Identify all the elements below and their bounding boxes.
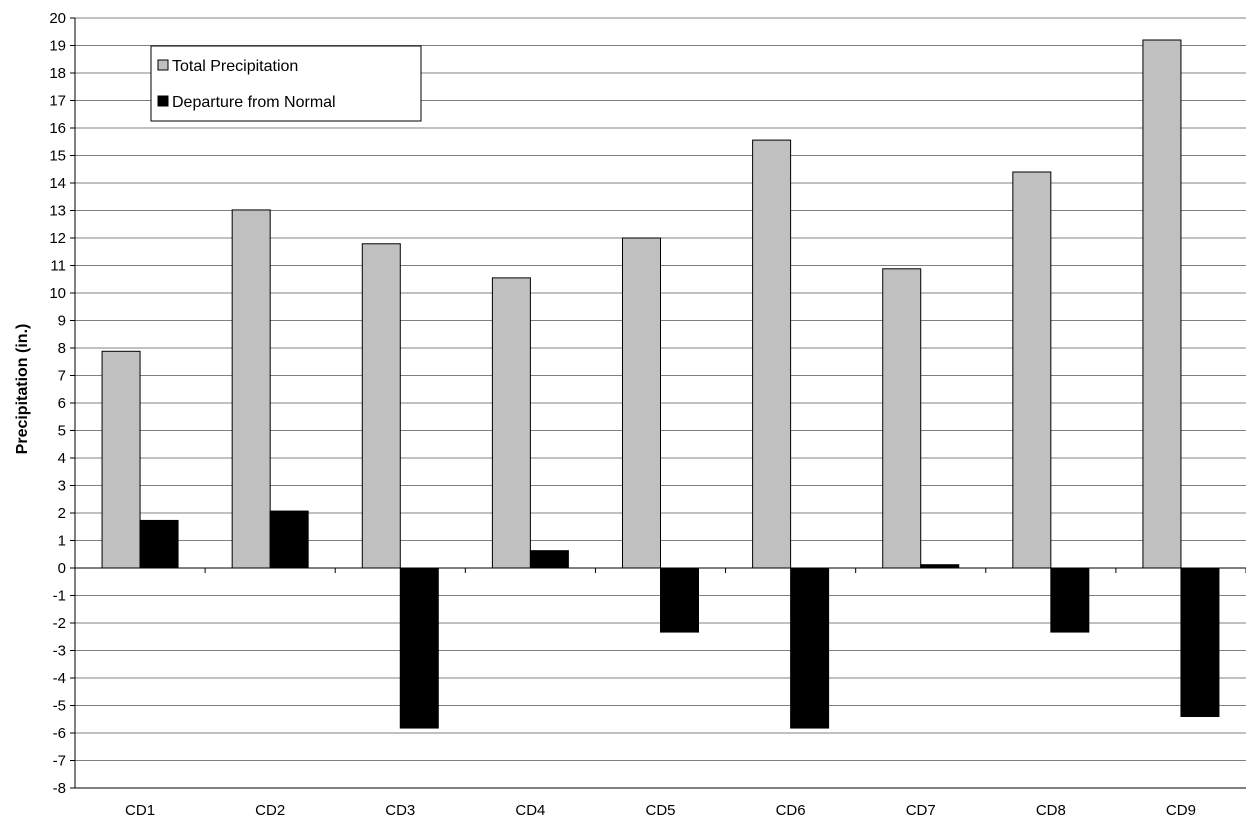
y-tick-label: 10	[49, 285, 66, 302]
y-tick-label: 7	[58, 368, 66, 385]
x-tick-label: CD5	[645, 802, 675, 819]
y-tick-label: 4	[58, 450, 66, 467]
axes	[70, 17, 1246, 789]
y-tick-label: 3	[58, 478, 66, 495]
y-tick-label: 8	[58, 340, 66, 357]
y-tick-label: -7	[53, 753, 66, 770]
y-tick-label: -1	[53, 588, 66, 605]
bar-total-precipitation-cd3	[361, 243, 401, 569]
x-tick-label: CD7	[906, 802, 936, 819]
bar-departure-from-normal-cd4	[529, 550, 569, 569]
y-tick-label: 15	[49, 148, 66, 165]
y-tick-label: -5	[53, 698, 66, 715]
y-tick-label: 0	[58, 560, 66, 577]
x-tick-label: CD3	[385, 802, 415, 819]
y-tick-label: -4	[53, 670, 66, 687]
y-tick-label: -2	[53, 615, 66, 632]
bar-total-precipitation-cd7	[882, 268, 922, 569]
bar-total-precipitation-cd5	[622, 237, 661, 569]
bar-total-precipitation-cd8	[1012, 171, 1052, 569]
bar-total-precipitation-cd2	[231, 209, 271, 569]
bar-departure-from-normal-cd1	[139, 519, 179, 569]
bar-departure-from-normal-cd2	[269, 510, 309, 569]
x-tick-label: CD9	[1166, 802, 1196, 819]
y-tick-label: 18	[49, 65, 66, 82]
bar-total-precipitation-cd1	[101, 350, 141, 569]
y-tick-label: 13	[49, 203, 66, 220]
y-tick-label: -6	[53, 725, 66, 742]
bar-departure-from-normal-cd5	[660, 567, 699, 633]
y-tick-label: 9	[58, 313, 66, 330]
y-tick-label: 12	[49, 230, 66, 247]
x-tick-label: CD1	[125, 802, 155, 819]
x-tick-labels: CD1 CD2 CD3 CD4 CD5 CD6 CD7 CD8 CD9	[125, 802, 1196, 819]
x-tick-label: CD8	[1036, 802, 1066, 819]
x-tick-label: CD4	[515, 802, 545, 819]
bars	[101, 39, 1220, 729]
bar-departure-from-normal-cd8	[1050, 567, 1090, 633]
bar-total-precipitation-cd4	[491, 277, 531, 569]
legend-swatch	[157, 59, 169, 71]
y-tick-labels: -8-7-6-5-4-3-2-1012345678910111213141516…	[49, 10, 66, 797]
y-tick-label: 11	[50, 258, 66, 275]
legend-box	[150, 45, 422, 122]
y-tick-label: 16	[49, 120, 66, 137]
y-tick-label: -8	[53, 780, 66, 797]
legend-swatch	[157, 95, 169, 107]
legend-label: Total Precipitation	[172, 58, 298, 75]
y-tick-label: 2	[58, 505, 66, 522]
y-tick-label: 20	[49, 10, 66, 27]
y-tick-label: 6	[58, 395, 66, 412]
legend-label: Departure from Normal	[172, 94, 336, 111]
bar-total-precipitation-cd9	[1142, 39, 1182, 569]
y-tick-label: 5	[58, 423, 66, 440]
x-tick-label: CD2	[255, 802, 285, 819]
bar-departure-from-normal-cd3	[399, 567, 439, 729]
legend: Total Precipitation Departure from Normal	[150, 45, 422, 122]
bar-departure-from-normal-cd6	[790, 567, 830, 729]
bar-total-precipitation-cd6	[752, 139, 792, 569]
x-tick-label: CD6	[776, 802, 806, 819]
y-tick-label: 17	[49, 93, 66, 110]
y-axis-title: Precipitation (in.)	[14, 324, 31, 455]
y-tick-label: 14	[49, 175, 66, 192]
y-tick-label: -3	[53, 643, 66, 660]
y-tick-label: 1	[58, 533, 66, 550]
y-tick-label: 19	[49, 38, 66, 55]
bar-departure-from-normal-cd9	[1180, 567, 1220, 717]
